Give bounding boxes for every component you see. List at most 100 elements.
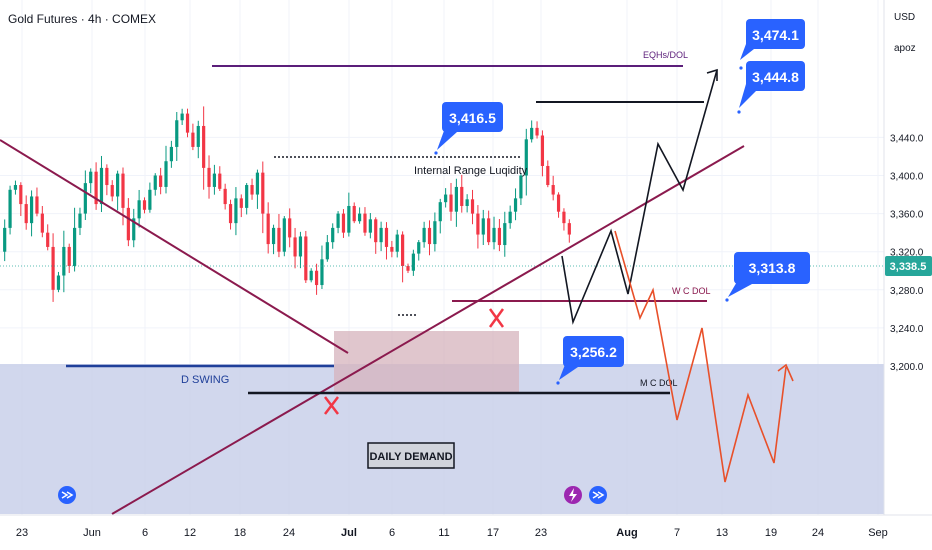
time-tick-label: 7 xyxy=(674,527,680,539)
lightning-event-icon[interactable] xyxy=(564,486,582,504)
candle xyxy=(347,192,351,237)
time-tick-label: 19 xyxy=(765,527,777,539)
candle xyxy=(191,123,195,151)
time-tick-label: 12 xyxy=(184,527,196,539)
candle xyxy=(519,172,523,206)
candle xyxy=(35,187,39,217)
wc-dol-label: W C DOL xyxy=(672,286,711,296)
candle xyxy=(164,145,168,194)
x-mark-right xyxy=(488,308,505,328)
internal-range-label: Internal Range Luqidity xyxy=(414,165,528,177)
candle xyxy=(465,194,469,213)
candle xyxy=(62,230,66,293)
time-tick-label: 18 xyxy=(234,527,246,539)
candle xyxy=(309,268,313,283)
candle xyxy=(530,120,534,143)
candle xyxy=(390,240,394,258)
callout-3256-label: 3,256.2 xyxy=(570,344,617,360)
candle xyxy=(331,223,335,249)
candle xyxy=(212,164,217,195)
time-tick-label: Sep xyxy=(868,527,888,539)
candle xyxy=(169,140,173,168)
candle xyxy=(223,183,227,210)
down-trendline xyxy=(0,139,349,354)
callout-3256[interactable]: 3,256.2 xyxy=(556,336,624,385)
time-tick-label: 23 xyxy=(16,527,28,539)
bearish-projection-path xyxy=(614,230,787,483)
candle xyxy=(384,222,389,260)
eqhs-dol-label: EQHs/DOL xyxy=(643,50,688,60)
candle xyxy=(153,173,157,196)
callout-3313[interactable]: 3,313.8 xyxy=(725,252,810,302)
mc-dol-label: M C DOL xyxy=(640,378,678,388)
candle xyxy=(422,221,426,248)
candle xyxy=(417,240,421,261)
candle xyxy=(234,187,238,236)
candle xyxy=(524,128,528,196)
time-tick-label: 13 xyxy=(716,527,728,539)
candle xyxy=(132,208,136,248)
candle xyxy=(196,120,200,159)
candle xyxy=(89,168,93,194)
callout-3444[interactable]: 3,444.8 xyxy=(737,61,805,114)
chart-title: Gold Futures · 4h · COMEX xyxy=(8,12,157,26)
candle xyxy=(535,121,539,139)
candle xyxy=(513,188,518,221)
candle xyxy=(395,229,399,258)
event-icon-right[interactable] xyxy=(589,486,607,504)
time-tick-label: 11 xyxy=(438,527,449,539)
candle xyxy=(126,198,130,247)
callout-3416[interactable]: 3,416.5 xyxy=(434,102,503,155)
time-tick-label: Jun xyxy=(83,527,101,539)
callout-3474[interactable]: 3,474.1 xyxy=(739,19,805,70)
candle xyxy=(320,245,324,289)
price-tick-label: 3,400.0 xyxy=(890,172,924,183)
current-price-label: 3,338.5 xyxy=(890,261,927,273)
bearish-projection-arrowhead xyxy=(777,363,794,382)
candle xyxy=(325,234,329,262)
price-tick-label: 3,320.0 xyxy=(890,248,924,259)
candle xyxy=(492,216,496,250)
candle xyxy=(255,169,260,209)
candle xyxy=(19,182,23,217)
x-mark-left xyxy=(324,396,339,415)
time-tick-label: Jul xyxy=(341,527,357,539)
candle xyxy=(540,130,545,177)
candle xyxy=(368,213,372,239)
callout-3313-label: 3,313.8 xyxy=(749,260,796,276)
currency-label[interactable]: USD xyxy=(894,12,916,23)
candle xyxy=(185,108,190,138)
price-axis-ticks: 3,200.0 3,240.0 3,280.0 3,320.0 3,360.0 3,400… xyxy=(890,133,924,373)
candle xyxy=(449,182,453,221)
unit-label[interactable]: apoz xyxy=(894,43,916,54)
time-tick-label: 6 xyxy=(142,527,148,539)
candle xyxy=(239,194,243,218)
candle xyxy=(487,210,491,246)
time-tick-label: 24 xyxy=(812,527,824,539)
candle xyxy=(562,208,566,231)
candle xyxy=(454,178,458,227)
candle xyxy=(148,182,152,213)
candle xyxy=(476,205,480,249)
event-icon-left[interactable] xyxy=(58,486,76,504)
candle xyxy=(94,162,98,210)
candle xyxy=(508,205,512,229)
candle xyxy=(304,230,308,283)
candle xyxy=(13,180,18,195)
daily-demand-box xyxy=(367,442,455,469)
current-price-badge: 3,338.5 xyxy=(885,256,932,276)
fair-value-zone xyxy=(334,331,519,392)
candle xyxy=(556,192,561,218)
price-tick-label: 3,240.0 xyxy=(890,324,924,335)
candle xyxy=(8,185,12,235)
candle xyxy=(411,249,415,276)
candle xyxy=(481,209,485,245)
candle xyxy=(51,233,55,302)
candle xyxy=(271,224,276,255)
candle xyxy=(228,199,233,230)
candle xyxy=(175,111,179,161)
candle xyxy=(379,221,383,252)
candle xyxy=(288,208,292,248)
time-axis-ticks: 23 Jun 6 12 18 24 Jul 6 11 17 23 Aug 7 13 19 24 Sep xyxy=(16,527,888,539)
